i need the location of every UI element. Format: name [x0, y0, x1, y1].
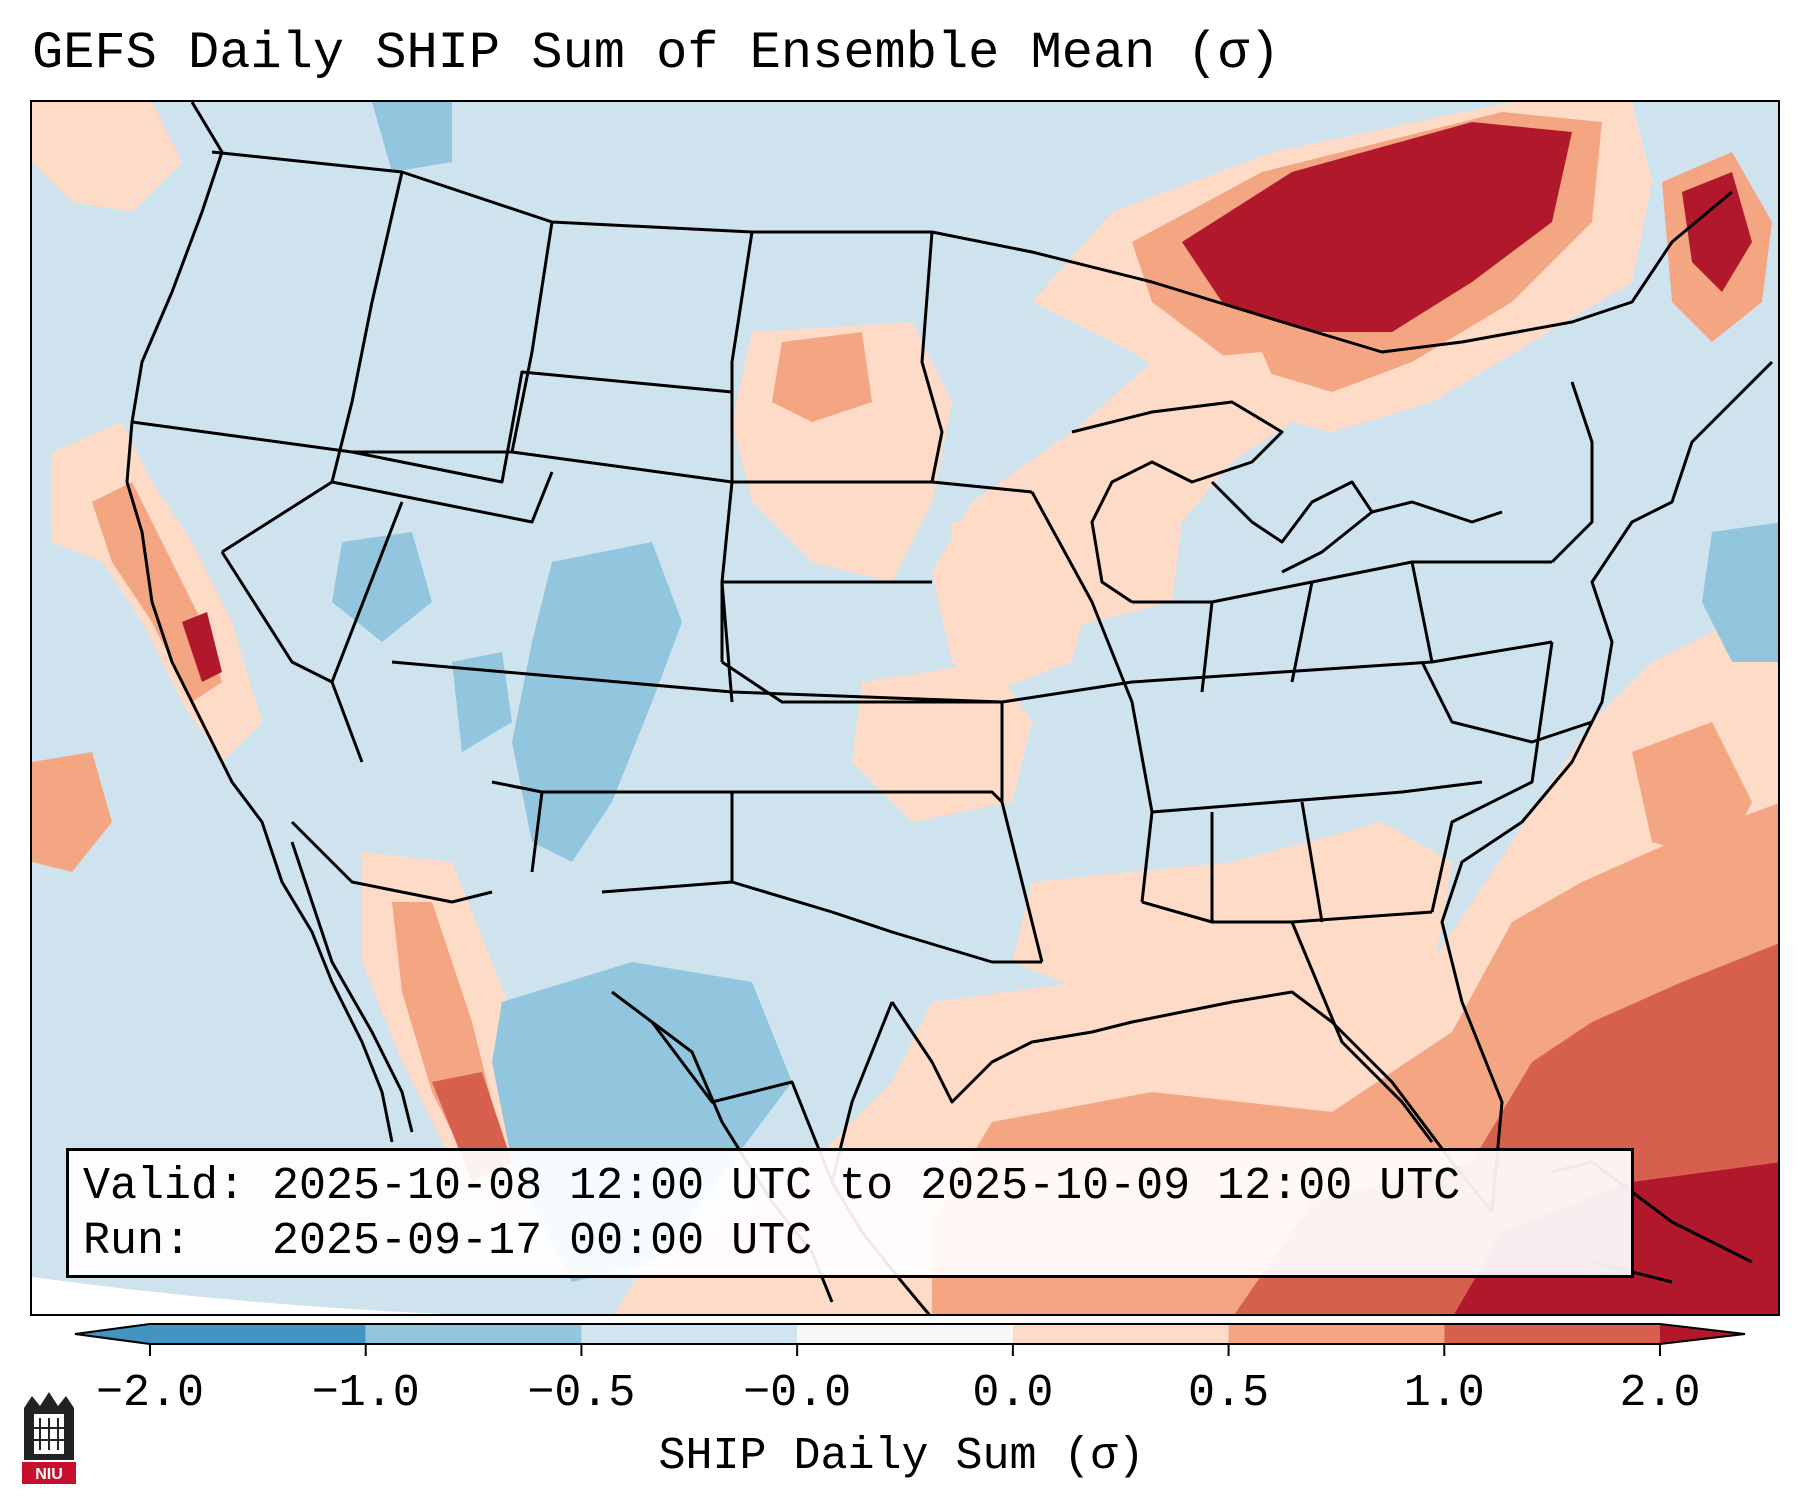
colorbar-segment — [797, 1324, 1013, 1344]
colorbar-segment — [581, 1324, 798, 1344]
colorbar-tick-label: 1.0 — [1403, 1368, 1485, 1419]
colorbar-tick-label: −2.0 — [95, 1368, 205, 1419]
logo-text: NIU — [35, 1466, 63, 1483]
colorbar-extend-min — [75, 1324, 150, 1344]
valid-run-box: Valid: 2025-10-08 12:00 UTC to 2025-10-0… — [66, 1148, 1634, 1278]
ship-map — [32, 102, 1778, 1314]
colorbar-segment — [1228, 1324, 1445, 1344]
off-projection-area — [32, 1277, 445, 1314]
colorbar-tick-label: −1.0 — [311, 1368, 420, 1419]
map-title: GEFS Daily SHIP Sum of Ensemble Mean (σ) — [32, 24, 1281, 83]
colorbar-segment — [150, 1324, 366, 1344]
run-time-text: Run: 2025-09-17 00:00 UTC — [83, 1216, 813, 1267]
colorbar-segment — [365, 1324, 582, 1344]
colorbar-tick-label: −0.0 — [743, 1368, 852, 1419]
niu-logo: NIU — [22, 1392, 76, 1484]
colorbar-title: SHIP Daily Sum (σ) — [658, 1431, 1145, 1482]
valid-time-text: Valid: 2025-10-08 12:00 UTC to 2025-10-0… — [83, 1161, 1461, 1212]
colorbar-tick-label: 0.0 — [972, 1368, 1054, 1419]
colorbar-ticks — [149, 1344, 1661, 1356]
colorbar-tick-label: 0.5 — [1188, 1368, 1270, 1419]
colorbar-extend-max — [1660, 1324, 1745, 1344]
colorbar-segment — [1444, 1324, 1660, 1344]
colorbar — [74, 1323, 1746, 1356]
colorbar-tick-label: −0.5 — [527, 1368, 636, 1419]
map-panel — [30, 100, 1780, 1316]
colorbar-segments — [74, 1323, 1746, 1345]
colorbar-segment — [1012, 1324, 1229, 1344]
colorbar-tick-label: 2.0 — [1619, 1368, 1701, 1419]
